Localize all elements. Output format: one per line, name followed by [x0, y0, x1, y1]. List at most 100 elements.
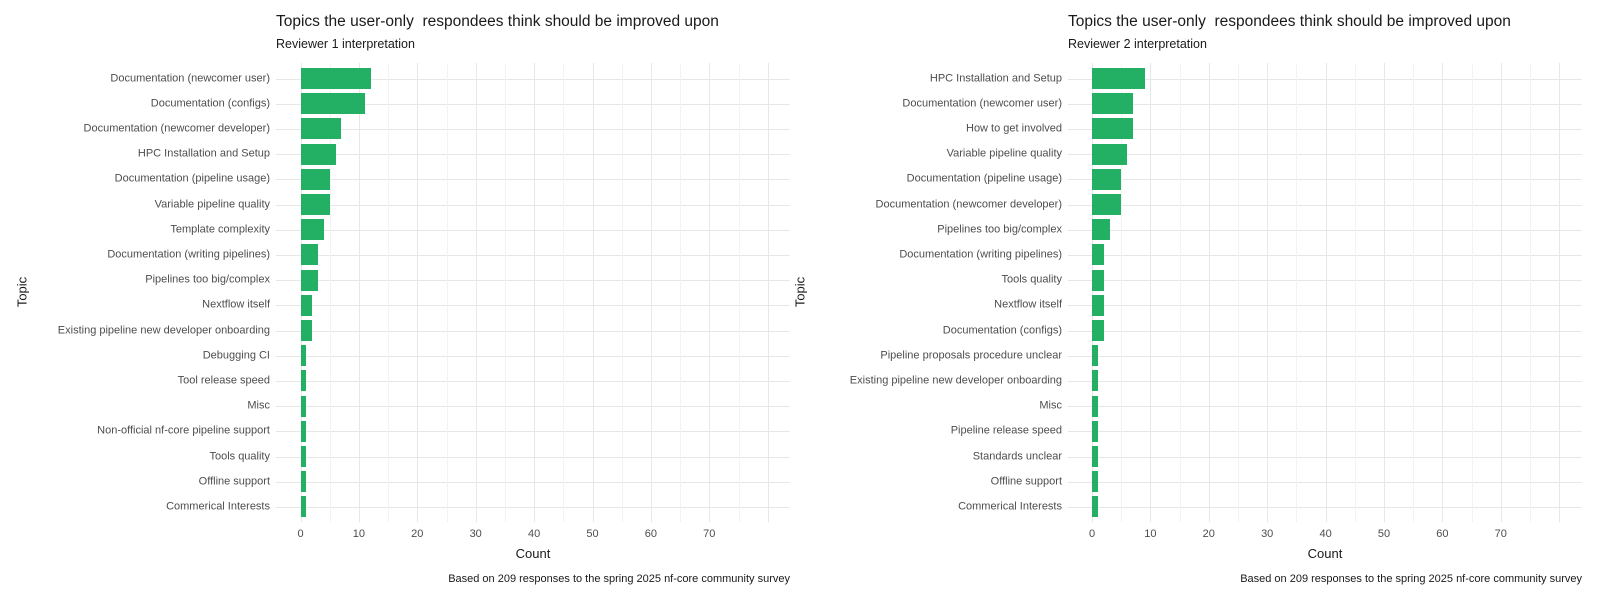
x-tick-label: 30: [469, 528, 482, 540]
category-label: Tools quality: [209, 450, 270, 462]
bar: [1092, 471, 1098, 493]
bar: [300, 219, 324, 241]
y-gridline: [276, 380, 790, 382]
y-gridline: [1068, 78, 1582, 80]
x-axis-label: Count: [1307, 546, 1343, 561]
category-label: How to get involved: [966, 122, 1062, 135]
y-gridline: [1068, 506, 1582, 508]
y-gridline: [1068, 456, 1582, 458]
x-tick-label: 60: [1436, 528, 1449, 540]
bar: [1092, 420, 1098, 442]
y-gridline: [276, 128, 790, 130]
category-label: Commerical Interests: [958, 500, 1062, 513]
bar: [300, 294, 313, 316]
x-gridline-minor: [329, 63, 331, 522]
y-gridline: [1068, 204, 1582, 206]
chart-subtitle: Reviewer 2 interpretation: [1068, 37, 1207, 51]
x-gridline-major: [417, 63, 419, 522]
bar: [300, 471, 307, 493]
bar: [1092, 93, 1133, 115]
x-gridline-major: [1325, 63, 1327, 522]
y-gridline: [276, 355, 790, 357]
x-tick-label: 40: [527, 528, 541, 540]
y-gridline: [1068, 128, 1582, 130]
x-gridline-minor: [1413, 63, 1415, 522]
category-label: Documentation (writing pipelines): [107, 248, 270, 261]
bar: [1092, 345, 1098, 367]
bar: [300, 496, 307, 518]
category-label: Pipeline proposals procedure unclear: [880, 349, 1062, 362]
category-label: Pipelines too big/complex: [145, 273, 270, 286]
category-label: Documentation (pipeline usage): [114, 172, 270, 185]
category-label: Variable pipeline quality: [154, 198, 270, 210]
category-label: Documentation (newcomer user): [902, 97, 1062, 110]
x-gridline-major: [592, 63, 594, 522]
x-gridline-minor: [1354, 63, 1356, 522]
chart-title: Topics the user-only respondees think sh…: [276, 13, 719, 30]
x-gridline-major: [650, 63, 652, 522]
y-gridline: [276, 431, 790, 433]
y-gridline: [276, 406, 790, 408]
y-gridline: [1068, 330, 1582, 332]
y-gridline: [276, 305, 790, 307]
y-gridline: [276, 179, 790, 181]
y-gridline: [1068, 380, 1582, 382]
bar: [1092, 395, 1098, 417]
x-gridline-major: [300, 63, 302, 522]
chart-caption: Based on 209 responses to the spring 202…: [448, 573, 790, 585]
x-tick-label: 50: [1377, 528, 1391, 540]
x-tick-label: 40: [1319, 528, 1332, 540]
bar: [1092, 320, 1104, 341]
bar: [300, 68, 371, 89]
bar: [1092, 269, 1104, 291]
x-gridline-minor: [1238, 63, 1239, 522]
category-label: Non-official nf-core pipeline support: [97, 424, 270, 437]
category-label: Documentation (newcomer user): [110, 72, 270, 84]
category-label: Misc: [1039, 399, 1062, 412]
x-gridline-major: [1384, 63, 1385, 522]
x-gridline-minor: [1179, 63, 1181, 522]
bar: [300, 118, 342, 140]
x-tick-label: 60: [644, 528, 658, 540]
category-label: HPC Installation and Setup: [137, 147, 270, 160]
bar: [1092, 143, 1128, 165]
x-tick-label: 20: [411, 528, 424, 540]
y-gridline: [276, 481, 790, 483]
bar: [300, 244, 319, 266]
x-axis-label: Count: [515, 546, 551, 561]
x-gridline-minor: [1471, 63, 1473, 522]
x-tick-label: 0: [297, 528, 304, 540]
category-label: Documentation (newcomer developer): [875, 198, 1062, 210]
bar: [300, 143, 336, 165]
y-gridline: [1068, 481, 1582, 483]
y-gridline: [276, 280, 790, 282]
category-label: Documentation (configs): [942, 324, 1062, 336]
x-tick-label: 50: [586, 528, 599, 540]
x-gridline-major: [1442, 63, 1444, 522]
bar: [300, 168, 330, 190]
category-label: Standards unclear: [972, 450, 1062, 462]
x-gridline-major: [475, 63, 477, 522]
x-gridline-major: [1267, 63, 1269, 522]
category-label: Existing pipeline new developer onboardi…: [57, 324, 270, 336]
bar: [300, 420, 307, 442]
bar: [300, 194, 330, 215]
category-label: Pipelines too big/complex: [937, 223, 1062, 236]
category-label: Debugging CI: [202, 349, 270, 362]
y-gridline: [276, 154, 790, 156]
y-gridline: [276, 254, 790, 256]
y-gridline: [276, 506, 790, 508]
y-gridline: [276, 456, 790, 458]
y-axis-label: Topic: [792, 276, 808, 308]
category-label: Existing pipeline new developer onboardi…: [849, 374, 1062, 387]
x-gridline-major: [1208, 63, 1210, 522]
y-gridline: [1068, 254, 1582, 256]
bar: [1092, 68, 1145, 89]
x-gridline-major: [1150, 63, 1152, 522]
category-label: HPC Installation and Setup: [929, 72, 1062, 84]
y-gridline: [1068, 229, 1582, 231]
